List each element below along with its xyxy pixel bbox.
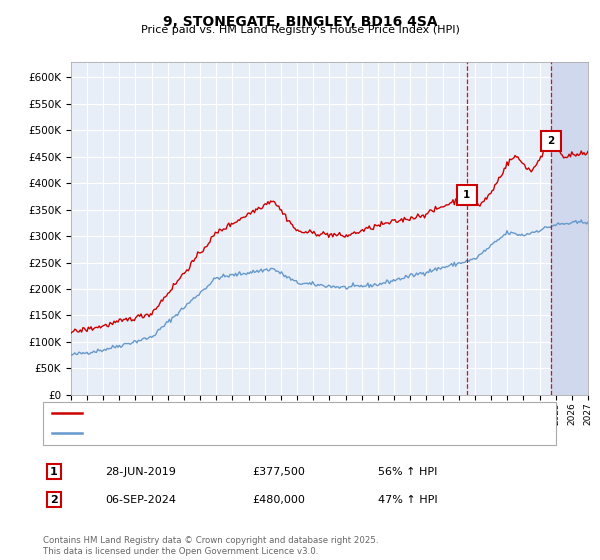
Text: 2: 2 — [547, 136, 554, 146]
Text: 1: 1 — [50, 466, 58, 477]
Text: 1: 1 — [463, 190, 470, 200]
Text: Price paid vs. HM Land Registry's House Price Index (HPI): Price paid vs. HM Land Registry's House … — [140, 25, 460, 35]
Text: HPI: Average price, detached house, Bradford: HPI: Average price, detached house, Brad… — [88, 428, 326, 438]
Text: Contains HM Land Registry data © Crown copyright and database right 2025.
This d: Contains HM Land Registry data © Crown c… — [43, 536, 379, 556]
Text: 47% ↑ HPI: 47% ↑ HPI — [378, 494, 437, 505]
Text: 9, STONEGATE, BINGLEY, BD16 4SA (detached house): 9, STONEGATE, BINGLEY, BD16 4SA (detache… — [88, 408, 369, 418]
Bar — [551, 62, 588, 395]
Text: 06-SEP-2024: 06-SEP-2024 — [105, 494, 176, 505]
Text: 28-JUN-2019: 28-JUN-2019 — [105, 466, 176, 477]
Text: £377,500: £377,500 — [252, 466, 305, 477]
Text: 9, STONEGATE, BINGLEY, BD16 4SA: 9, STONEGATE, BINGLEY, BD16 4SA — [163, 15, 437, 29]
Text: 56% ↑ HPI: 56% ↑ HPI — [378, 466, 437, 477]
Text: £480,000: £480,000 — [252, 494, 305, 505]
Text: 2: 2 — [50, 494, 58, 505]
